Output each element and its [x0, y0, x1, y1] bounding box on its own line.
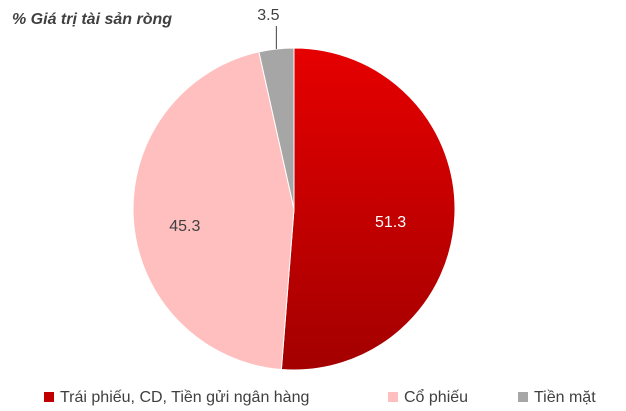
data-label: 3.5	[257, 7, 279, 24]
legend-label: Trái phiếu, CD, Tiền gửi ngân hàng	[60, 389, 309, 406]
legend-swatch	[518, 392, 528, 402]
legend-label: Tiền mặt	[534, 389, 596, 406]
legend-swatch	[388, 392, 398, 402]
pie-slice	[132, 51, 295, 371]
legend: Trái phiếu, CD, Tiền gửi ngân hàng Cổ phi…	[44, 388, 596, 406]
data-label: 45.3	[169, 218, 200, 235]
data-label: 51.3	[375, 214, 406, 231]
pie-slice	[280, 47, 456, 371]
pie: 51.3 45.3 3.5	[132, 7, 456, 371]
legend-label: Cổ phiếu	[404, 388, 468, 406]
chart-title: % Giá trị tài sản ròng	[12, 11, 172, 28]
legend-swatch	[44, 392, 54, 402]
